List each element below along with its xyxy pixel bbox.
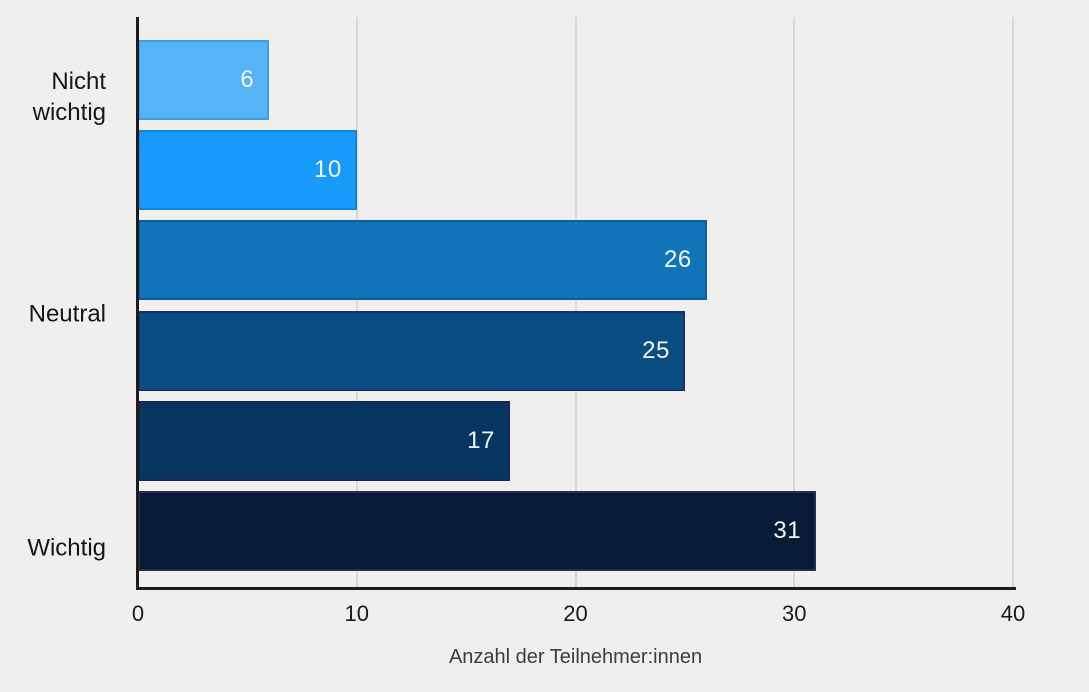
gridline-20 bbox=[574, 17, 577, 587]
category-label-1: Nicht wichtig bbox=[32, 67, 106, 126]
x-tick-label-0: 0 bbox=[131, 601, 145, 626]
bar-value-26: 26 bbox=[138, 220, 707, 301]
x-tick-label-30: 30 bbox=[782, 601, 807, 626]
x-tick-label-20: 20 bbox=[563, 601, 588, 626]
gridline-40 bbox=[1012, 17, 1014, 587]
bar-value-label: 17 bbox=[467, 426, 495, 454]
gridline-10 bbox=[355, 17, 358, 587]
bar-value-10: 10 bbox=[138, 130, 357, 211]
bar-value-17: 17 bbox=[138, 400, 510, 481]
x-axis-title: Anzahl der Teilnehmer:innen bbox=[448, 646, 703, 668]
bar-value-label: 31 bbox=[773, 517, 802, 544]
plot-area: 6 10 26 25 17 31 bbox=[136, 17, 1016, 590]
y-axis-category-labels: Nicht wichtig Neutral Wichtig bbox=[0, 0, 110, 692]
bar-value-25: 25 bbox=[138, 310, 685, 391]
category-label-3: Wichtig bbox=[27, 534, 106, 562]
x-tick-label-40: 40 bbox=[1000, 601, 1026, 626]
bar-value-6: 6 bbox=[138, 40, 270, 120]
y-axis-line bbox=[136, 17, 139, 590]
category-label-2: Neutral bbox=[28, 300, 106, 328]
bar-value-31: 31 bbox=[138, 491, 817, 571]
bar-value-label: 25 bbox=[642, 336, 670, 364]
gridline-30 bbox=[793, 17, 796, 587]
bar-value-label: 10 bbox=[314, 156, 342, 184]
x-axis-line bbox=[136, 587, 1016, 590]
x-axis-tick-labels: 0 10 20 30 40 bbox=[132, 601, 1025, 629]
bar-value-label: 6 bbox=[240, 66, 255, 93]
bars-layer: 6 10 26 25 17 31 bbox=[138, 17, 1013, 587]
bar-value-label: 26 bbox=[664, 246, 692, 274]
x-tick-label-10: 10 bbox=[344, 601, 369, 626]
